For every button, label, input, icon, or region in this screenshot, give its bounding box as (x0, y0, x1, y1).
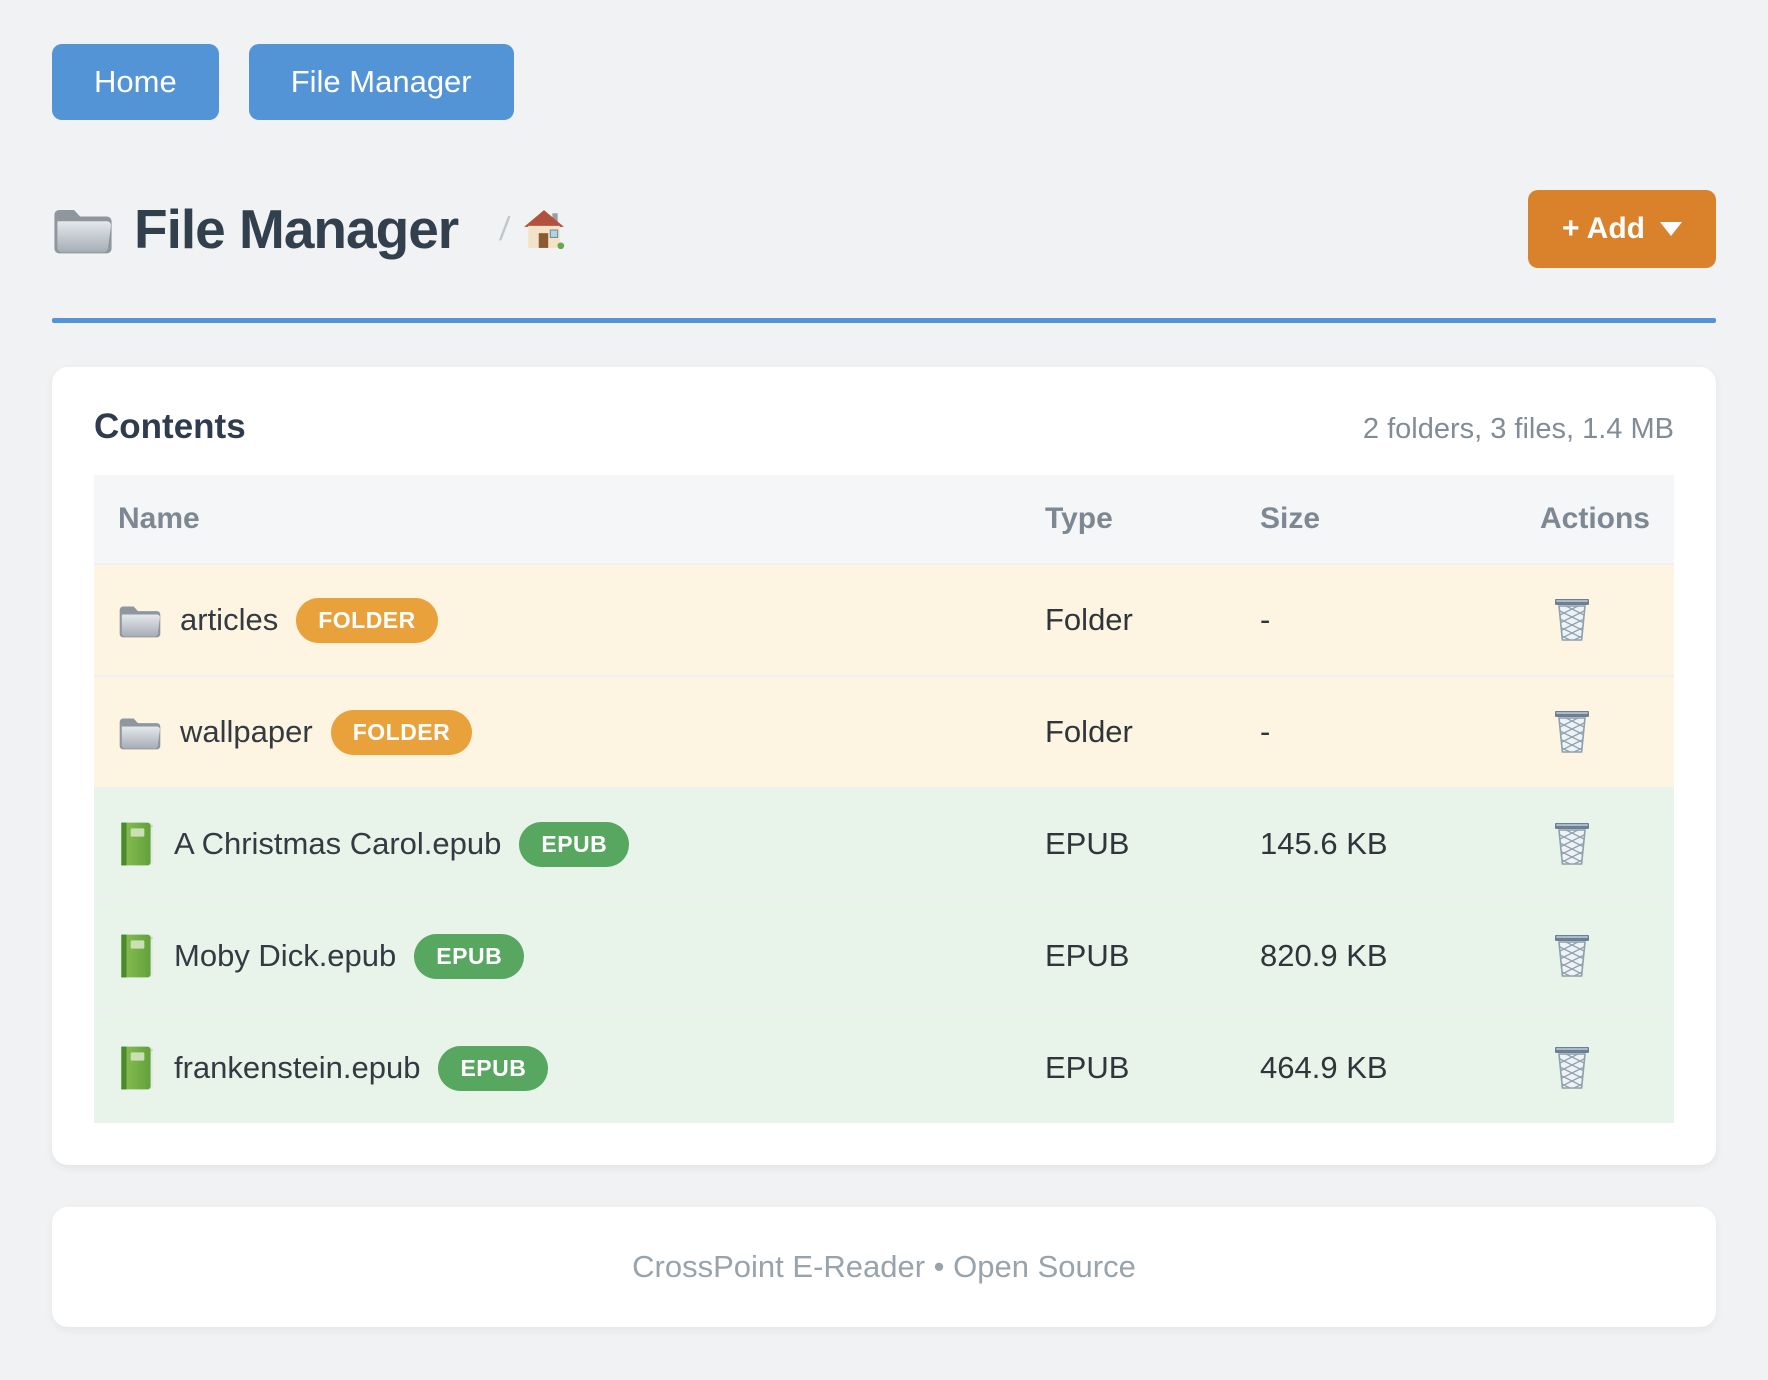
file-table: Name Type Size Actions articles FOLDER F… (94, 475, 1674, 1123)
type-badge: FOLDER (296, 597, 438, 643)
file-name-link[interactable]: A Christmas Carol.epub (174, 826, 502, 861)
column-header-actions: Actions (1539, 502, 1650, 535)
breadcrumb: / (498, 209, 565, 249)
header-divider (52, 318, 1716, 323)
table-row[interactable]: articles FOLDER Folder - (94, 563, 1674, 675)
page-header: File Manager / + Add (52, 190, 1716, 268)
table-header-row: Name Type Size Actions (94, 475, 1674, 563)
book-icon (118, 1045, 156, 1091)
title-group: File Manager / (52, 197, 565, 261)
file-name-link[interactable]: articles (180, 602, 279, 637)
type-badge: EPUB (438, 1045, 549, 1091)
size-cell: 820.9 KB (1260, 938, 1388, 973)
actions-cell (1494, 929, 1650, 983)
top-nav: Home File Manager (52, 44, 1716, 120)
actions-cell (1494, 817, 1650, 871)
breadcrumb-separator: / (498, 210, 512, 247)
house-icon[interactable] (523, 209, 565, 249)
type-badge: EPUB (519, 821, 630, 867)
size-cell: - (1260, 714, 1271, 749)
trash-icon (1551, 599, 1593, 646)
type-cell: EPUB (1045, 1050, 1130, 1085)
contents-summary: 2 folders, 3 files, 1.4 MB (1362, 413, 1674, 445)
contents-heading: Contents (94, 407, 246, 446)
type-cell: EPUB (1045, 826, 1130, 861)
type-cell: Folder (1045, 714, 1133, 749)
trash-icon (1551, 711, 1593, 758)
book-icon (118, 821, 156, 867)
nav-file-manager-button[interactable]: File Manager (248, 44, 514, 120)
actions-cell (1494, 593, 1650, 647)
name-cell: Moby Dick.epub EPUB (118, 933, 1045, 979)
column-header-size: Size (1260, 502, 1321, 535)
actions-cell (1494, 705, 1650, 759)
actions-cell (1494, 1041, 1650, 1095)
name-cell: articles FOLDER (118, 597, 1045, 643)
type-cell: EPUB (1045, 938, 1130, 973)
delete-button[interactable] (1547, 929, 1597, 983)
trash-icon (1551, 935, 1593, 982)
type-cell: Folder (1045, 602, 1133, 637)
nav-home-button[interactable]: Home (52, 44, 219, 120)
delete-button[interactable] (1547, 1041, 1597, 1095)
table-row[interactable]: frankenstein.epub EPUB EPUB 464.9 KB (94, 1011, 1674, 1123)
table-row[interactable]: wallpaper FOLDER Folder - (94, 675, 1674, 787)
file-name-link[interactable]: frankenstein.epub (174, 1050, 421, 1085)
size-cell: 464.9 KB (1260, 1050, 1388, 1085)
file-name-link[interactable]: Moby Dick.epub (174, 938, 397, 973)
folder-icon (118, 602, 162, 638)
name-cell: frankenstein.epub EPUB (118, 1045, 1045, 1091)
footer-text: CrossPoint E-Reader • Open Source (632, 1249, 1136, 1284)
folder-icon (118, 714, 162, 750)
name-cell: A Christmas Carol.epub EPUB (118, 821, 1045, 867)
footer: CrossPoint E-Reader • Open Source (52, 1207, 1716, 1327)
delete-button[interactable] (1547, 817, 1597, 871)
trash-icon (1551, 823, 1593, 870)
table-row[interactable]: Moby Dick.epub EPUB EPUB 820.9 KB (94, 899, 1674, 1011)
type-badge: EPUB (414, 933, 525, 979)
trash-icon (1551, 1047, 1593, 1094)
contents-card: Contents 2 folders, 3 files, 1.4 MB Name… (52, 367, 1716, 1165)
size-cell: 145.6 KB (1260, 826, 1388, 861)
file-name-link[interactable]: wallpaper (180, 714, 313, 749)
book-icon (118, 933, 156, 979)
folder-icon (52, 204, 114, 254)
add-button[interactable]: + Add (1527, 190, 1716, 268)
delete-button[interactable] (1547, 593, 1597, 647)
type-badge: FOLDER (330, 709, 473, 755)
add-button-label: + Add (1561, 212, 1645, 245)
table-row[interactable]: A Christmas Carol.epub EPUB EPUB 145.6 K… (94, 787, 1674, 899)
size-cell: - (1260, 602, 1271, 637)
contents-card-header: Contents 2 folders, 3 files, 1.4 MB (94, 407, 1674, 447)
caret-down-icon (1660, 222, 1682, 236)
column-header-name: Name (118, 502, 200, 535)
name-cell: wallpaper FOLDER (118, 709, 1045, 755)
delete-button[interactable] (1547, 705, 1597, 759)
table-body: articles FOLDER Folder - (94, 563, 1674, 1123)
page-title: File Manager (134, 198, 459, 260)
column-header-type: Type (1045, 502, 1113, 535)
